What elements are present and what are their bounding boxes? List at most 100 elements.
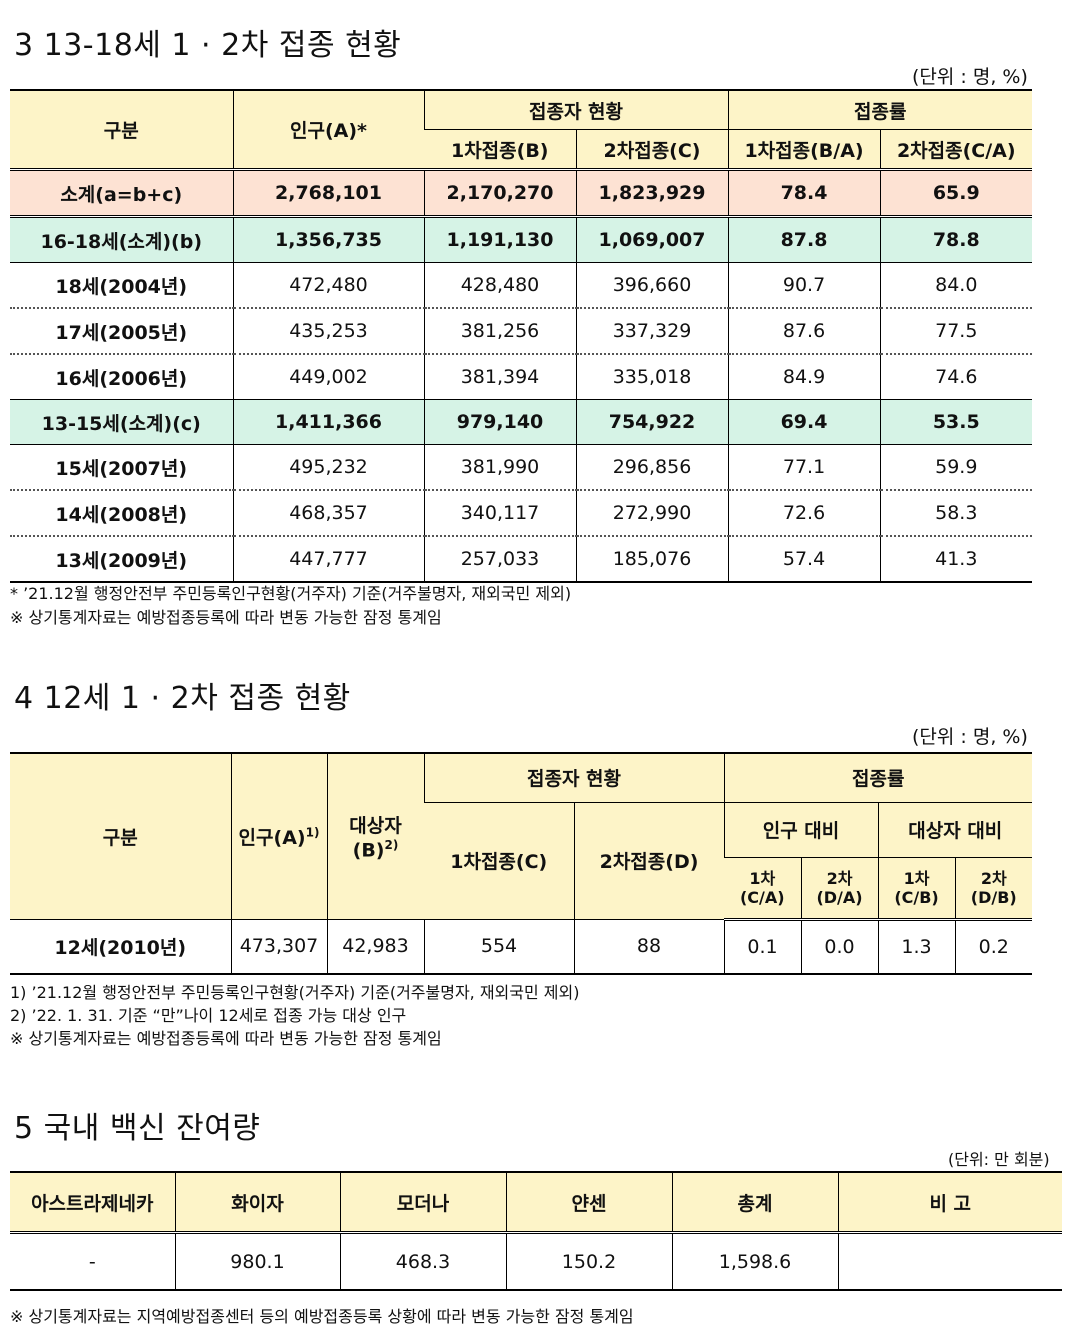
- header-target-line1: 대상자: [349, 815, 402, 838]
- table-row: 13세(2009년) 447,777 257,033 185,076 57.4 …: [10, 536, 1033, 582]
- cell-second-rate: 59.9: [879, 444, 1033, 491]
- cell-first: 381,256: [423, 308, 576, 355]
- section-5-note: ※ 상기통계자료는 지역예방접종센터 등의 예방접종등록 상황에 따라 변동 가…: [10, 1307, 634, 1326]
- header-population: 인구(A)*: [232, 90, 424, 171]
- header-category: 구분: [10, 753, 231, 920]
- cell-first: 340,117: [423, 490, 576, 537]
- section-4-unit: (단위 : 명, %): [912, 726, 1028, 748]
- cell-population: 468,357: [232, 490, 424, 537]
- header-target-first: 1차 (C/B): [877, 857, 956, 921]
- header-line: (C/B): [894, 887, 939, 907]
- cell-first-rate: 90.7: [727, 262, 881, 309]
- header-second-dose: 2차접종(C): [575, 129, 729, 171]
- cell-population: 2,768,101: [232, 169, 424, 218]
- header-second-rate: 2차접종(C/A): [879, 129, 1033, 171]
- cell-first: 1,191,130: [423, 216, 576, 263]
- cell-pop-second: 0.0: [800, 919, 879, 974]
- cell-population: 1,411,366: [232, 399, 424, 445]
- cell-population: 449,002: [232, 354, 424, 400]
- table-row: 소계(a=b+c) 2,768,101 2,170,270 1,823,929 …: [10, 169, 1033, 218]
- table-row: 14세(2008년) 468,357 340,117 272,990 72.6 …: [10, 490, 1033, 537]
- cell-population: 435,253: [232, 308, 424, 355]
- cell-second: 337,329: [575, 308, 729, 355]
- footnote-marker: 2): [384, 838, 399, 853]
- section-3-title: 3 13-18세 1 · 2차 접종 현황: [14, 28, 402, 63]
- row-label: 12세(2010년): [10, 919, 231, 974]
- row-label: 16-18세(소계)(b): [10, 216, 233, 263]
- cell-second-rate: 74.6: [879, 354, 1033, 400]
- cell-second: 396,660: [575, 262, 729, 309]
- row-label: 14세(2008년): [10, 490, 233, 537]
- header-janssen: 얀센: [505, 1172, 672, 1234]
- cell-first: 257,033: [423, 536, 576, 582]
- section-3-note-1: * ’21.12월 행정안전부 주민등록인구현황(거주자) 기준(거주불명자, …: [10, 584, 572, 603]
- vaccination-13-18-table: 구분 인구(A)* 접종자 현황 접종률 1차접종(B) 2차접종(C) 1차접…: [10, 89, 1033, 583]
- header-population: 인구(A)1): [230, 753, 327, 920]
- header-vaccinated-group: 접종자 현황: [423, 90, 729, 130]
- section-4-note-1: 1) ’21.12월 행정안전부 주민등록인구현황(거주자) 기준(거주불명자,…: [10, 983, 580, 1002]
- header-line: 2차: [826, 868, 853, 888]
- header-target-line2: (B): [352, 839, 385, 862]
- header-remarks: 비 고: [837, 1172, 1062, 1234]
- cell-population: 473,307: [230, 919, 327, 974]
- header-line: (D/B): [970, 887, 1017, 907]
- header-pop-second: 2차 (D/A): [800, 857, 879, 921]
- header-line: 2차: [980, 868, 1007, 888]
- header-category: 구분: [10, 90, 233, 171]
- cell-population: 447,777: [232, 536, 424, 582]
- cell-first-rate: 87.6: [727, 308, 881, 355]
- header-second-dose: 2차접종(D): [573, 802, 725, 920]
- cell-second: 272,990: [575, 490, 729, 537]
- section-4-title: 4 12세 1 · 2차 접종 현황: [14, 681, 351, 716]
- row-label: 17세(2005년): [10, 308, 233, 355]
- table-row: 12세(2010년) 473,307 42,983 554 88 0.1 0.0…: [10, 919, 1033, 974]
- header-line: (C/A): [739, 887, 785, 907]
- cell-first-rate: 57.4: [727, 536, 881, 582]
- cell-target-second: 0.2: [954, 919, 1033, 974]
- cell-first-rate: 87.8: [727, 216, 881, 263]
- cell-first: 2,170,270: [423, 169, 576, 218]
- header-pop-first: 1차 (C/A): [724, 857, 802, 921]
- cell-second: 88: [573, 919, 725, 974]
- cell-first: 428,480: [423, 262, 576, 309]
- cell-first: 381,990: [423, 444, 576, 491]
- row-label: 13세(2009년): [55, 549, 188, 572]
- table-row: 17세(2005년) 435,253 381,256 337,329 87.6 …: [10, 308, 1033, 355]
- header-first-rate: 1차접종(B/A): [727, 129, 881, 171]
- cell-population: 472,480: [232, 262, 424, 309]
- section-5-unit: (단위: 만 회분): [948, 1150, 1050, 1169]
- cell-first: 979,140: [423, 399, 576, 445]
- table-row: 18세(2004년) 472,480 428,480 396,660 90.7 …: [10, 262, 1033, 309]
- cell-pop-first: 0.1: [723, 919, 802, 974]
- header-rate-group: 접종률: [723, 753, 1033, 803]
- header-rate-group: 접종률: [727, 90, 1033, 130]
- header-first-dose: 1차접종(C): [424, 802, 574, 920]
- cell-first-rate: 84.9: [727, 354, 881, 400]
- table-row: 13-15세(소계)(c) 1,411,366 979,140 754,922 …: [10, 399, 1033, 445]
- header-vs-population: 인구 대비: [723, 802, 879, 858]
- cell-second-rate: 58.3: [879, 490, 1033, 537]
- header-pfizer: 화이자: [174, 1172, 340, 1234]
- cell-janssen: 150.2: [505, 1232, 672, 1290]
- header-total: 총계: [671, 1172, 838, 1234]
- cell-target: 42,983: [326, 919, 424, 974]
- footnote-marker: 1): [305, 825, 320, 840]
- table-row: - 980.1 468.3 150.2 1,598.6: [10, 1232, 1062, 1290]
- table-row: 16-18세(소계)(b) 1,356,735 1,191,130 1,069,…: [10, 216, 1033, 263]
- cell-second-rate: 84.0: [879, 262, 1033, 309]
- cell-second-rate: 77.5: [879, 308, 1033, 355]
- row-label: 15세(2007년): [10, 444, 233, 491]
- row-label: 13-15세(소계)(c): [10, 399, 233, 445]
- table-row: 16세(2006년) 449,002 381,394 335,018 84.9 …: [10, 354, 1033, 400]
- cell-second-rate: 65.9: [879, 169, 1033, 218]
- cell-second: 296,856: [575, 444, 729, 491]
- cell-target-first: 1.3: [877, 919, 956, 974]
- cell-population: 1,356,735: [232, 216, 424, 263]
- row-label: 소계(a=b+c): [10, 169, 233, 218]
- cell-first-rate: 72.6: [727, 490, 881, 537]
- section-5-title: 5 국내 백신 잔여량: [14, 1111, 261, 1146]
- header-line: (D/A): [816, 887, 863, 907]
- vaccination-12-table: 구분 인구(A)1) 대상자 (B)2) 접종자 현황 접종률 1차접종(C) …: [10, 752, 1033, 975]
- header-astrazeneca: 아스트라제네카: [10, 1172, 175, 1234]
- cell-first: 381,394: [423, 354, 576, 400]
